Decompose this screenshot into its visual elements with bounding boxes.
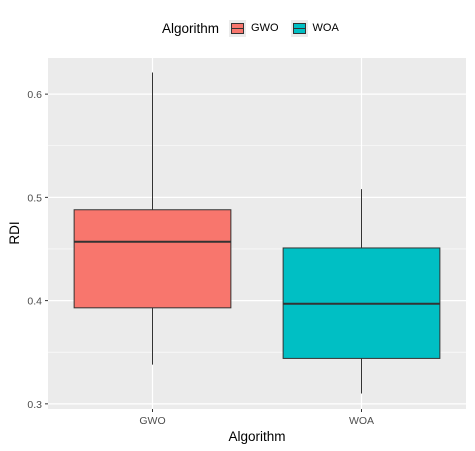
y-tick-label: 0.3 [27,399,42,411]
boxes [73,72,441,394]
x-tick-label: WOA [349,415,374,427]
axes: 0.3 0.4 0.5 0.6 GWO WOA [27,89,374,427]
x-axis-label: Algorithm [228,429,285,444]
legend-key-woa [290,19,308,37]
y-tick-label: 0.6 [27,89,42,101]
legend-label-gwo: GWO [251,22,279,34]
box-gwo [73,72,232,365]
y-tick-label: 0.4 [27,296,42,308]
y-axis-label: RDI [7,221,22,244]
legend: Algorithm GWO WOA [162,17,345,39]
legend-key-gwo [229,19,247,37]
x-tick-label: GWO [139,415,165,427]
legend-item-woa: WOA [290,19,339,37]
legend-title: Algorithm [162,20,220,36]
legend-label-woa: WOA [312,22,339,34]
y-tick-label: 0.5 [27,192,42,204]
box-body [73,209,232,309]
box-woa [282,189,441,394]
legend-item-gwo: GWO [229,19,279,37]
